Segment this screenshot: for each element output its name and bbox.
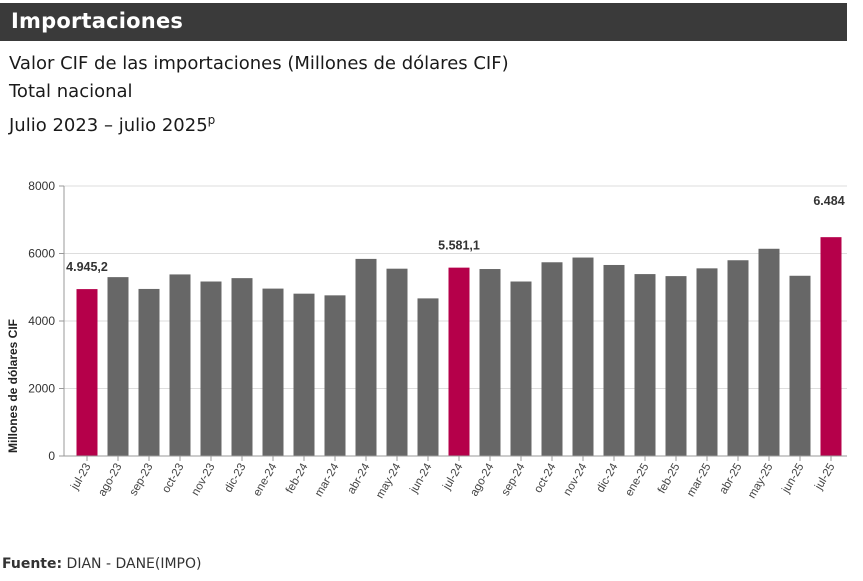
x-tick-label: dic-23 bbox=[223, 462, 249, 495]
data-labels: 4.945,2 5.581,1 6.484 bbox=[66, 194, 845, 274]
y-tick-label: 6000 bbox=[28, 247, 55, 261]
x-tick-label: may-24 bbox=[374, 461, 404, 501]
x-tick-label: feb-25 bbox=[656, 462, 683, 496]
x-tick-label: sep-24 bbox=[500, 461, 528, 498]
period-text: Julio 2023 – julio 2025 bbox=[9, 115, 208, 136]
x-tick-label: dic-24 bbox=[595, 461, 621, 495]
bar-may-25 bbox=[758, 248, 780, 456]
x-tick-label: jul-24 bbox=[441, 461, 466, 493]
bar-jun-24 bbox=[417, 298, 439, 456]
bar-oct-24 bbox=[541, 262, 563, 456]
x-tick-label: nov-23 bbox=[190, 462, 218, 498]
bar-ene-25 bbox=[634, 274, 656, 456]
x-tick-label: mar-24 bbox=[313, 461, 342, 499]
x-tick-label: oct-24 bbox=[532, 461, 559, 495]
section-title: Importaciones bbox=[11, 9, 184, 33]
y-tick-label: 8000 bbox=[28, 179, 55, 193]
bar-abr-25 bbox=[727, 260, 749, 456]
bar-mar-25 bbox=[696, 268, 718, 456]
chart-subtitle-scope: Total nacional bbox=[9, 81, 133, 102]
x-tick-label: oct-23 bbox=[160, 462, 186, 496]
bar-ago-23 bbox=[107, 277, 129, 456]
chart-subtitle-period: Julio 2023 – julio 2025p bbox=[9, 113, 215, 136]
bar-nov-23 bbox=[200, 281, 222, 456]
data-label-jul-23: 4.945,2 bbox=[66, 260, 108, 274]
y-axis-ticks: 0 2000 4000 6000 8000 bbox=[28, 179, 64, 463]
data-label-jul-25: 6.484 bbox=[813, 194, 844, 208]
data-label-jul-24: 5.581,1 bbox=[438, 239, 480, 253]
chart-bars bbox=[76, 237, 842, 456]
x-tick-label: mar-25 bbox=[685, 462, 714, 500]
bar-feb-24 bbox=[293, 293, 315, 456]
source-text: DIAN - DANE(IMPO) bbox=[66, 556, 202, 572]
y-tick-label: 0 bbox=[48, 449, 55, 463]
x-tick-label: ago-23 bbox=[96, 462, 124, 499]
bar-may-24 bbox=[386, 268, 408, 456]
x-tick-label: sep-23 bbox=[128, 462, 156, 498]
x-tick-label: ene-24 bbox=[251, 461, 280, 499]
bar-oct-23 bbox=[169, 274, 191, 456]
x-tick-label: abr-24 bbox=[346, 461, 373, 496]
section-header: Importaciones bbox=[0, 3, 847, 41]
bar-dic-23 bbox=[231, 278, 253, 456]
bar-chart: 0 2000 4000 6000 8000 4.945,2 5.581,1 6.484 ju… bbox=[6, 179, 847, 501]
x-tick-label: ago-24 bbox=[468, 461, 497, 499]
x-tick-label: nov-24 bbox=[562, 461, 590, 498]
source-label: Fuente: bbox=[2, 556, 63, 572]
bar-sep-23 bbox=[138, 288, 160, 456]
y-tick-label: 4000 bbox=[28, 314, 55, 328]
x-tick-label: may-25 bbox=[746, 462, 776, 501]
x-tick-label: jul-23 bbox=[69, 462, 94, 493]
bar-ene-24 bbox=[262, 288, 284, 456]
bar-ago-24 bbox=[479, 269, 501, 456]
bar-dic-24 bbox=[603, 264, 625, 456]
x-tick-label: jul-25 bbox=[813, 462, 838, 493]
bar-nov-24 bbox=[572, 257, 594, 456]
bar-jun-25 bbox=[789, 275, 811, 456]
x-tick-label: ene-25 bbox=[623, 462, 651, 499]
x-tick-label: abr-25 bbox=[718, 462, 745, 497]
bar-jul-25 bbox=[820, 237, 842, 456]
bar-jul-24 bbox=[448, 267, 470, 456]
x-tick-label: jun-25 bbox=[780, 462, 807, 497]
bar-feb-25 bbox=[665, 276, 687, 456]
bar-jul-23 bbox=[76, 289, 98, 456]
chart-title: Valor CIF de las importaciones (Millones… bbox=[9, 53, 509, 74]
bar-abr-24 bbox=[355, 258, 377, 456]
bar-mar-24 bbox=[324, 295, 346, 456]
bar-sep-24 bbox=[510, 281, 532, 456]
source-note: Fuente: DIAN - DANE(IMPO) bbox=[2, 556, 201, 572]
x-tick-label: feb-24 bbox=[284, 461, 311, 496]
y-axis-label: Millones de dólares CIF bbox=[6, 319, 20, 453]
y-tick-label: 2000 bbox=[28, 382, 55, 396]
x-axis-ticks: jul-23 ago-23 sep-23 oct-23 nov-23 dic-23 ene-… bbox=[64, 455, 847, 501]
x-tick-label: jun-24 bbox=[408, 461, 435, 496]
provisional-mark: p bbox=[207, 113, 216, 127]
